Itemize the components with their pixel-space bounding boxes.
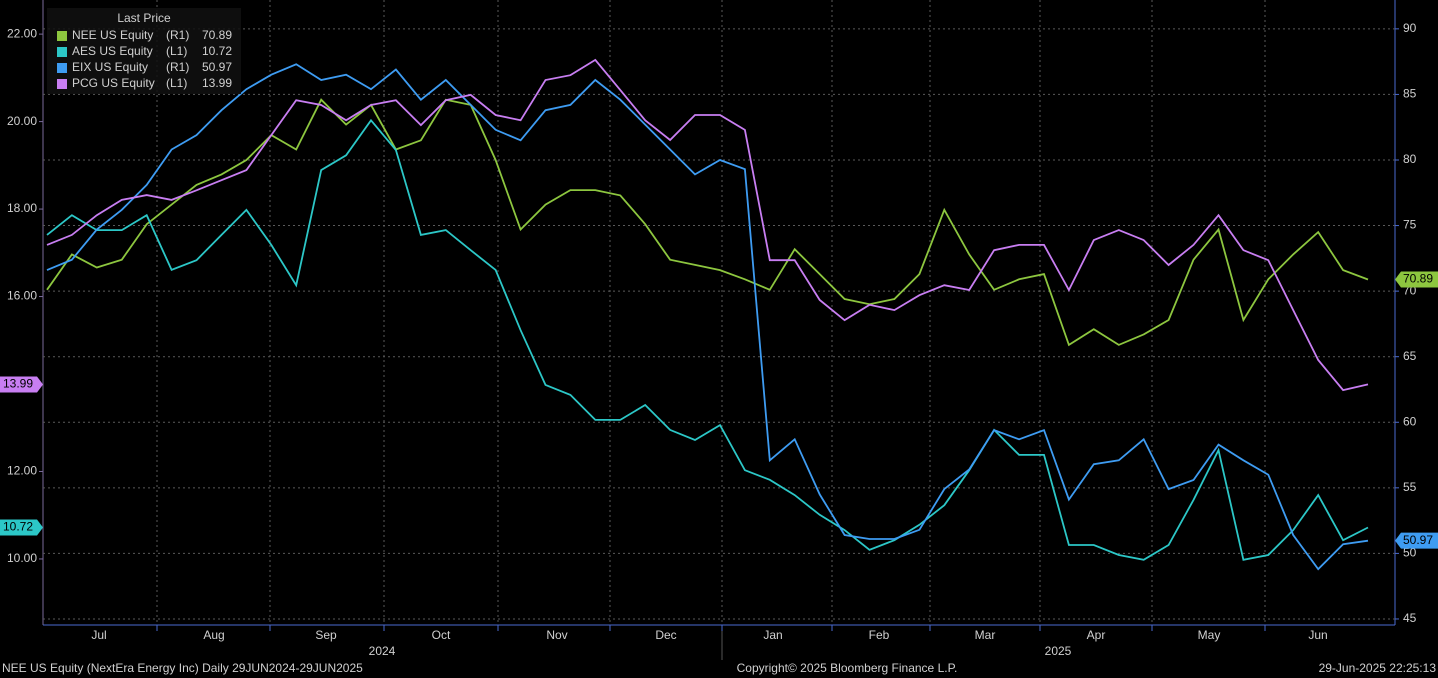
y-tick-label: 12.00 xyxy=(7,464,37,478)
x-tick-label: Sep xyxy=(315,628,337,642)
x-tick-label: Oct xyxy=(432,628,451,642)
y-tick-label: 16.00 xyxy=(7,289,37,303)
legend-label: AES US Equity xyxy=(72,44,153,58)
legend-axis: (R1) xyxy=(166,28,189,42)
legend-swatch xyxy=(57,31,67,41)
line-series xyxy=(46,118,1369,561)
value-tag xyxy=(0,519,43,536)
y2-tick-label: 50 xyxy=(1403,546,1417,560)
legend-box xyxy=(47,8,241,94)
legend-value: 13.99 xyxy=(202,76,232,90)
x-tick-label: Aug xyxy=(203,628,224,642)
legend-axis: (R1) xyxy=(166,60,189,74)
y2-tick-label: 60 xyxy=(1403,414,1417,428)
year-label: 2024 xyxy=(369,644,396,658)
legend-swatch xyxy=(57,47,67,57)
legend-label: PCG US Equity xyxy=(72,76,155,90)
value-tag-label: 70.89 xyxy=(1403,272,1433,286)
line-series xyxy=(46,98,1369,347)
y-tick-label: 18.00 xyxy=(7,201,37,215)
annotations: 70.89 10.72 50.97 13.99 xyxy=(0,271,1438,549)
y-tick-label: 22.00 xyxy=(7,26,37,40)
y2-tick-label: 65 xyxy=(1403,349,1417,363)
year-label: 2025 xyxy=(1045,644,1072,658)
x-tick-label: Nov xyxy=(546,628,567,642)
value-tag xyxy=(1395,271,1438,288)
footer-left: NEE US Equity (NextEra Energy Inc) Daily… xyxy=(2,661,363,675)
legend-value: 70.89 xyxy=(202,28,232,42)
y2-tick-label: 45 xyxy=(1403,611,1417,625)
legend-value: 50.97 xyxy=(202,60,232,74)
legend-label: NEE US Equity xyxy=(72,28,153,42)
value-tag-label: 50.97 xyxy=(1403,533,1433,547)
value-tag xyxy=(0,376,43,393)
legend-swatch xyxy=(57,79,67,89)
value-tag-label: 13.99 xyxy=(3,377,33,391)
plot xyxy=(46,58,1369,571)
y2-tick-label: 90 xyxy=(1403,21,1417,35)
legend-axis: (L1) xyxy=(166,76,187,90)
x-tick-label: Jun xyxy=(1308,628,1327,642)
legend-axis: (L1) xyxy=(166,44,187,58)
x-tick-label: Dec xyxy=(655,628,676,642)
footer-center: Copyright© 2025 Bloomberg Finance L.P. xyxy=(737,661,958,675)
x-tick-label: Jan xyxy=(763,628,782,642)
x-tick-label: Apr xyxy=(1087,628,1106,642)
x-tick-label: Feb xyxy=(869,628,890,642)
y2-tick-label: 75 xyxy=(1403,218,1417,232)
x-tick-label: May xyxy=(1198,628,1221,642)
x-tick-label: Mar xyxy=(975,628,996,642)
value-tag xyxy=(1395,532,1438,549)
line-series xyxy=(46,63,1369,571)
legend-label: EIX US Equity xyxy=(72,60,148,74)
legend-value: 10.72 xyxy=(202,44,232,58)
y2-tick-label: 55 xyxy=(1403,480,1417,494)
value-tag-label: 10.72 xyxy=(3,520,33,534)
y-tick-label: 20.00 xyxy=(7,114,37,128)
y2-tick-label: 80 xyxy=(1403,152,1417,166)
y2-tick-label: 85 xyxy=(1403,87,1417,101)
legend-title: Last Price xyxy=(117,11,171,25)
y-tick-label: 10.00 xyxy=(7,551,37,565)
legend: NEE US Equity (R1) 70.89 AES US Equity (L1) 1… xyxy=(57,28,232,90)
x-tick-label: Jul xyxy=(91,628,106,642)
legend-swatch xyxy=(57,63,67,73)
grid: 10.00 12.00 16.00 18.00 20.00 22.00 45 50 55 60 65… xyxy=(7,0,1417,658)
footer-right: 29-Jun-2025 22:25:13 xyxy=(1319,661,1437,675)
line-series xyxy=(46,58,1369,392)
